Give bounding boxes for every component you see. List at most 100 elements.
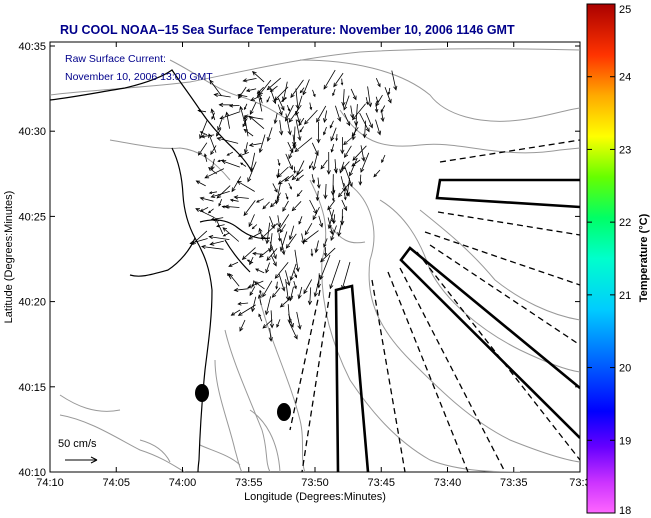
current-vector	[333, 72, 344, 87]
current-vector-head	[329, 284, 334, 290]
current-vector	[335, 105, 341, 122]
current-vector-head	[279, 228, 284, 234]
y-axis-label: Latitude (Degrees:Minutes)	[3, 191, 15, 324]
current-vector-head	[203, 153, 207, 157]
current-vector	[211, 217, 224, 221]
current-vector-head	[334, 170, 338, 174]
current-vector-head	[241, 255, 247, 261]
current-vector	[294, 137, 313, 152]
current-vector	[298, 286, 303, 299]
current-vector	[218, 199, 223, 206]
current-vector	[237, 180, 255, 192]
current-vector-head	[320, 165, 325, 170]
current-vector	[280, 231, 288, 251]
current-vector-head	[249, 110, 254, 116]
current-vector	[375, 119, 381, 135]
current-vector	[274, 262, 289, 279]
current-vector	[208, 208, 214, 214]
current-vector-head	[200, 244, 206, 250]
current-vector-head	[290, 93, 295, 99]
current-vector	[352, 103, 366, 120]
current-vector-head	[240, 162, 244, 166]
current-vector	[249, 286, 256, 296]
current-vector-head	[243, 114, 249, 119]
current-vector	[248, 232, 262, 240]
current-vector-head	[274, 199, 280, 205]
current-vector-head	[278, 111, 283, 116]
current-vector	[269, 241, 277, 259]
current-vector-head	[374, 108, 379, 114]
current-vector	[298, 117, 305, 126]
current-vector	[209, 191, 218, 194]
current-vector-head	[329, 125, 333, 129]
current-vector	[328, 209, 335, 229]
current-vector	[227, 273, 232, 280]
current-vector	[210, 145, 217, 155]
current-vector-head	[256, 92, 261, 98]
current-vector	[204, 154, 208, 162]
current-vector-head	[292, 144, 297, 150]
current-vector-head	[337, 192, 343, 198]
current-vector-head	[298, 221, 302, 225]
current-vector-head	[311, 179, 316, 184]
current-vector-head	[262, 324, 268, 329]
current-vector	[200, 197, 214, 202]
current-vector	[281, 97, 288, 102]
current-vector-head	[224, 204, 229, 209]
current-vector-head	[295, 267, 300, 273]
current-vector-head	[217, 159, 221, 163]
x-tick-label: 73:50	[301, 477, 329, 489]
current-vector-head	[289, 296, 294, 302]
current-vector-head	[323, 243, 327, 248]
colorbar-tick-label: 21	[619, 290, 631, 302]
current-vector-head	[259, 96, 263, 100]
current-vector	[391, 70, 397, 90]
current-vector-head	[239, 326, 244, 332]
current-vector-head	[302, 238, 308, 243]
current-vector	[285, 192, 289, 200]
current-vector-head	[210, 108, 215, 114]
current-vector-head	[258, 90, 263, 96]
current-vector-head	[208, 133, 213, 139]
current-vector	[384, 87, 392, 103]
current-vector	[224, 206, 240, 208]
shipping-channels	[334, 178, 580, 472]
current-vector	[270, 255, 277, 266]
current-vector-head	[393, 85, 398, 91]
current-vector-head	[210, 150, 215, 156]
current-vector-head	[343, 196, 347, 201]
y-tick-label: 40:10	[18, 467, 46, 479]
current-vector	[254, 281, 265, 290]
current-vector	[359, 112, 370, 132]
current-vector-head	[189, 240, 195, 245]
current-vector	[201, 134, 215, 138]
current-vector	[272, 287, 281, 298]
current-vector	[190, 238, 208, 244]
current-vector	[344, 166, 353, 187]
current-vector	[211, 109, 216, 121]
current-vector	[343, 192, 346, 200]
current-vector-head	[330, 136, 335, 142]
current-vector-head	[341, 101, 346, 107]
current-vector	[309, 287, 312, 305]
current-vector	[215, 218, 224, 235]
current-vector	[226, 112, 230, 129]
current-vector-head	[294, 274, 298, 279]
colorbar-label: Temperature (°C)	[638, 213, 650, 302]
current-vector	[315, 240, 319, 253]
current-vector-head	[258, 253, 264, 258]
current-vector	[244, 142, 248, 154]
current-vector	[238, 304, 256, 316]
current-vector-head	[337, 231, 342, 237]
current-vector	[216, 128, 222, 137]
current-vector-head	[197, 151, 203, 156]
plot-area	[49, 41, 581, 473]
x-tick-label: 73:3	[569, 477, 590, 489]
current-vector	[247, 161, 257, 182]
current-vector	[288, 320, 298, 339]
current-vector	[246, 88, 257, 92]
current-vector-head	[387, 91, 391, 96]
current-vector-head	[314, 151, 319, 157]
current-vector-head	[221, 205, 225, 209]
y-tick-label: 40:35	[18, 41, 46, 53]
